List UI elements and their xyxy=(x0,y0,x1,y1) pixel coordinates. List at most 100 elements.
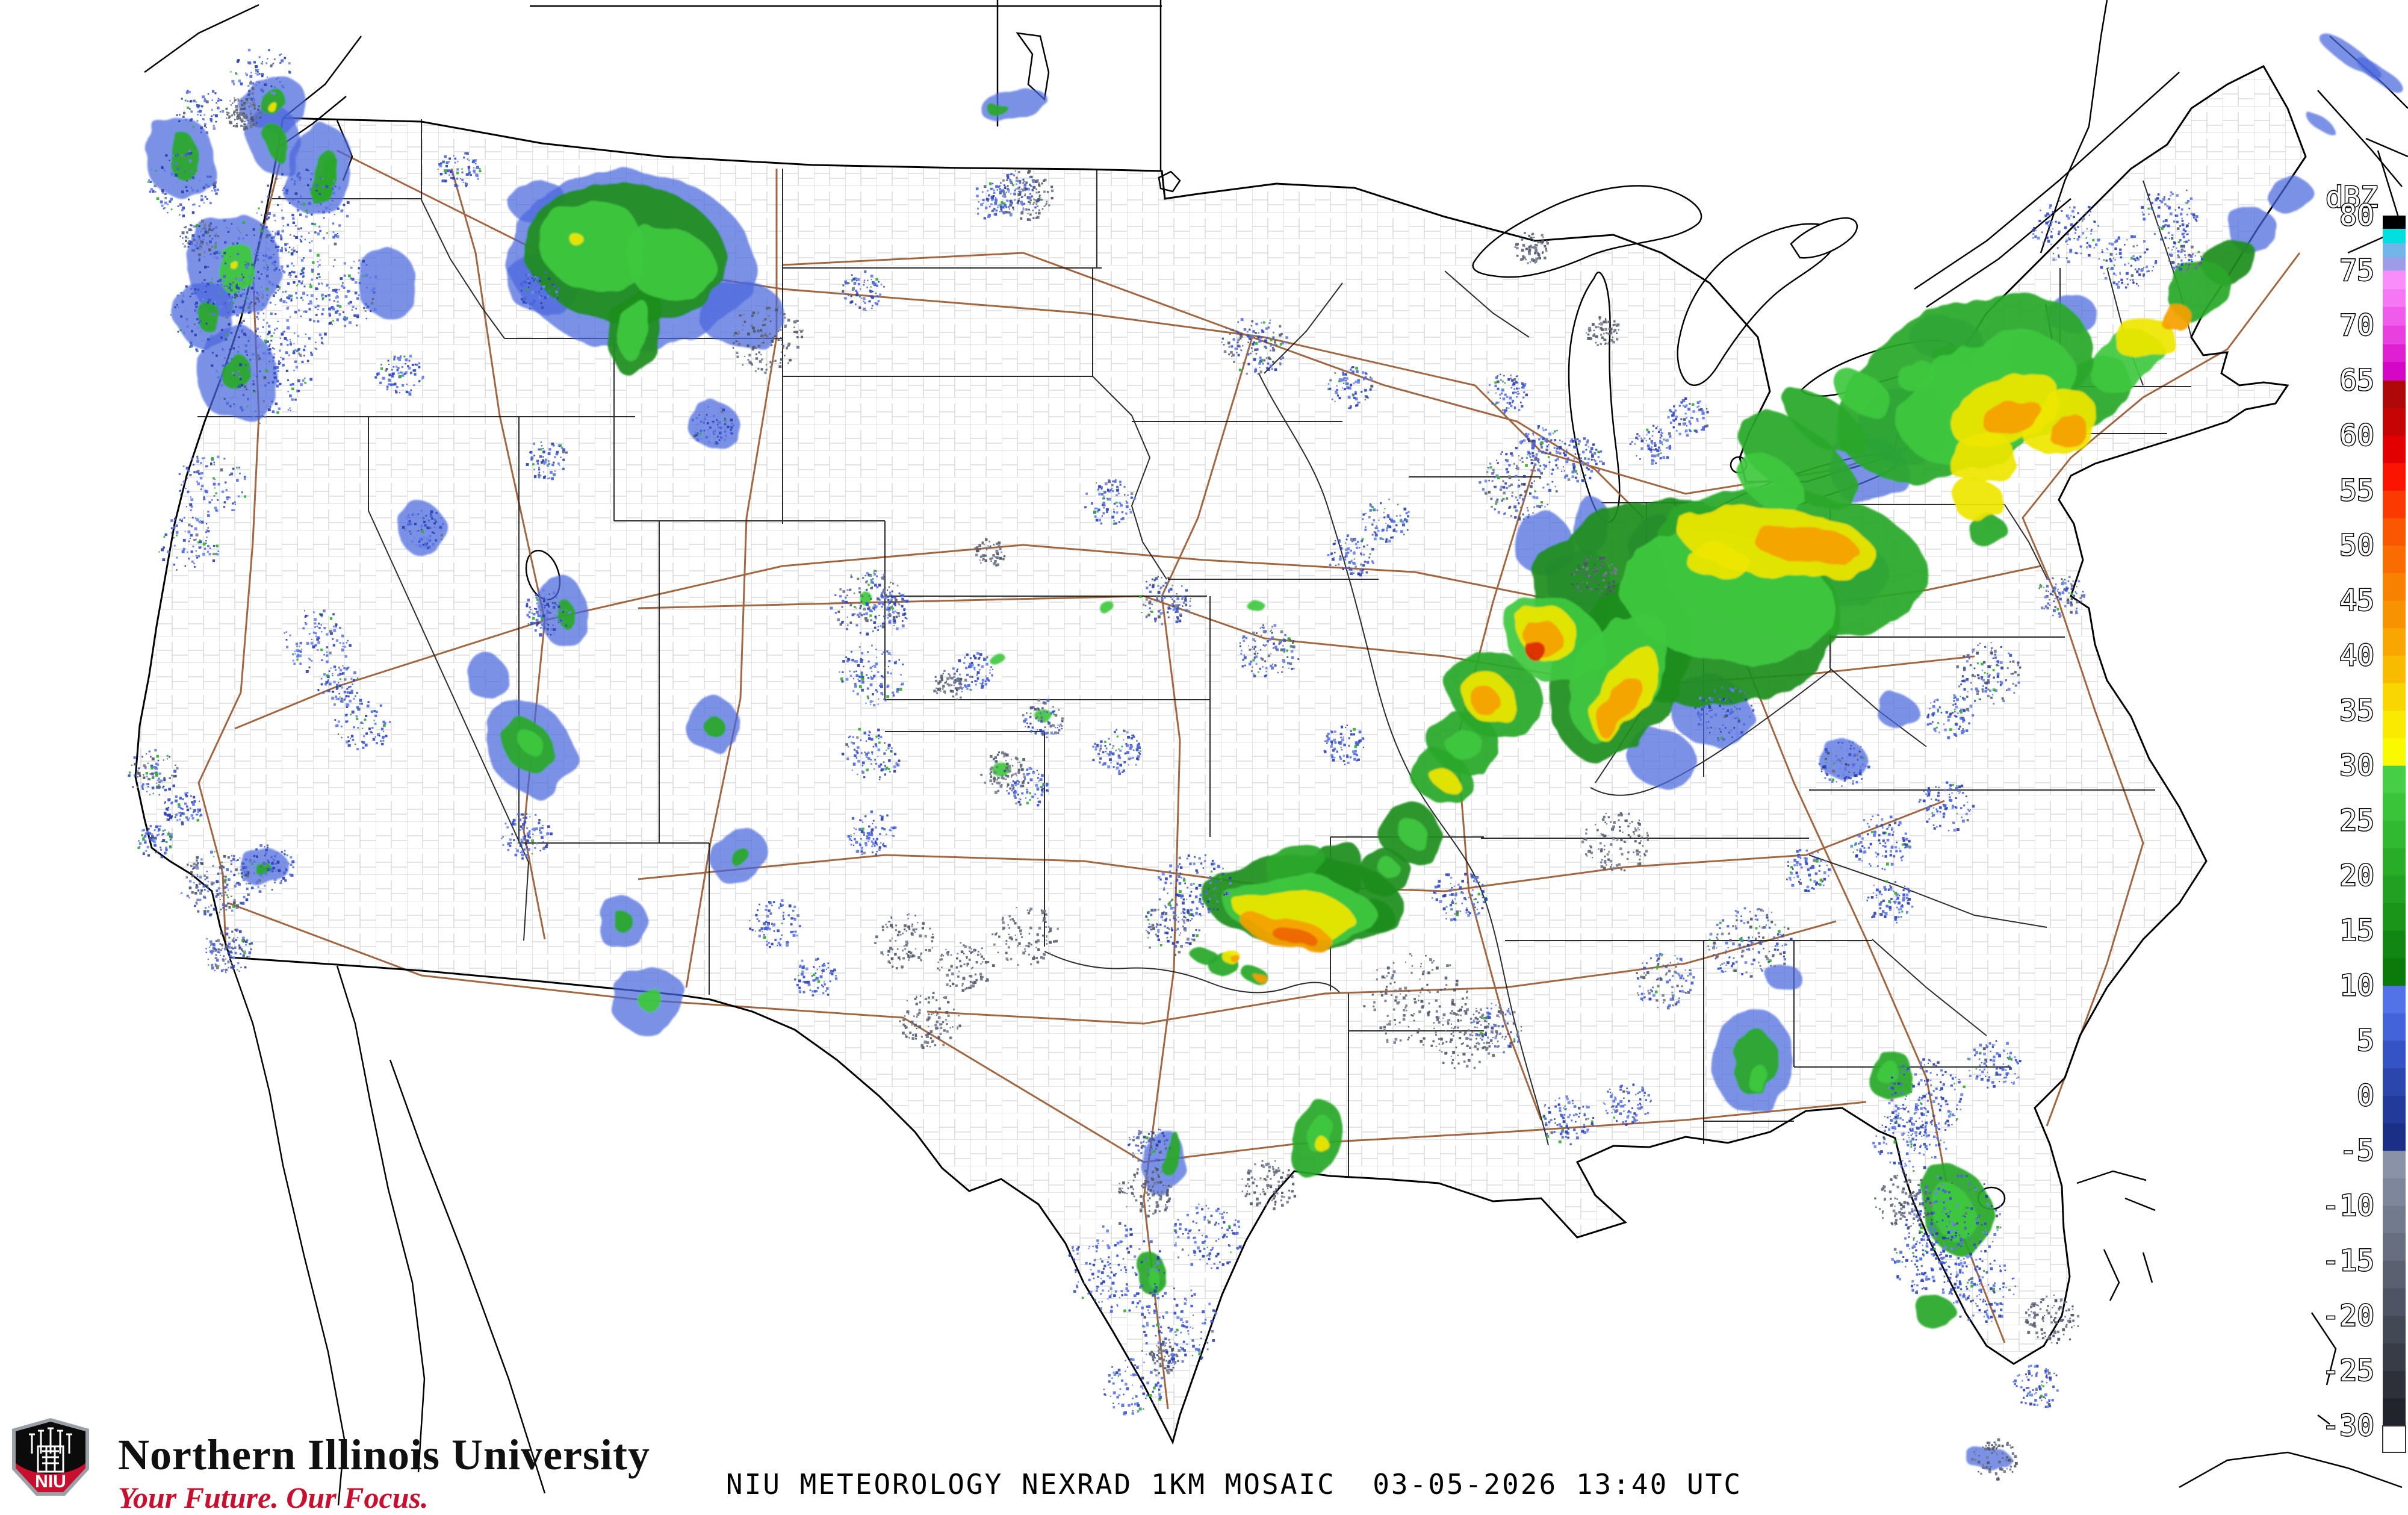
colorbar-segment xyxy=(2383,270,2406,290)
radar-echo xyxy=(1255,974,1268,984)
colorbar-segment xyxy=(2383,362,2406,382)
colorbar-tick-label: 35 xyxy=(2339,694,2374,727)
colorbar-segment xyxy=(2383,1316,2406,1344)
clutter-site xyxy=(1149,1340,1181,1375)
colorbar-segment xyxy=(2383,876,2406,904)
colorbar-below-scale xyxy=(2382,1425,2406,1453)
radar-echo xyxy=(270,102,278,114)
clutter-site xyxy=(899,992,961,1050)
colorbar-segment xyxy=(2383,289,2406,308)
clutter-site xyxy=(1874,1174,1934,1230)
radar-echo xyxy=(624,229,718,301)
clutter-site xyxy=(1887,1058,1966,1139)
clutter-site xyxy=(176,90,225,134)
radar-echo xyxy=(2266,175,2312,213)
clutter-site xyxy=(170,278,253,354)
colorbar-segment xyxy=(2383,1041,2406,1069)
clutter-site xyxy=(520,272,560,310)
clutter-site xyxy=(1487,373,1528,414)
clutter-site xyxy=(1145,901,1200,956)
clutter-site xyxy=(2025,1294,2080,1345)
radar-echo xyxy=(1269,924,1315,944)
colorbar-segment xyxy=(2383,216,2406,229)
clutter-site xyxy=(2032,200,2100,264)
clutter-site xyxy=(1891,1226,1965,1294)
colorbar-segment xyxy=(2383,1398,2406,1426)
clutter-site xyxy=(1586,316,1620,346)
colorbar-segment xyxy=(2383,228,2406,244)
clutter-site xyxy=(937,942,995,992)
clutter-site xyxy=(334,698,391,750)
colorbar-segment xyxy=(2383,573,2406,602)
clutter-site xyxy=(259,168,350,257)
radar-echo xyxy=(1471,688,1501,717)
clutter-site xyxy=(974,538,1006,567)
radar-echo xyxy=(1164,1131,1179,1177)
clutter-site xyxy=(1241,1160,1296,1210)
clutter-site xyxy=(732,305,804,375)
clutter-site xyxy=(239,844,295,893)
colorbar-tick-label: -30 xyxy=(2322,1409,2374,1443)
clutter-site xyxy=(1571,556,1618,598)
clutter-site xyxy=(1469,1003,1522,1055)
radar-echo xyxy=(703,717,725,736)
clutter-site xyxy=(1636,953,1695,1010)
clutter-site xyxy=(296,259,377,328)
clutter-site xyxy=(839,644,904,707)
clutter-site xyxy=(1158,854,1232,922)
radar-echo xyxy=(1230,955,1241,963)
colorbar-segment xyxy=(2383,683,2406,712)
radar-echo xyxy=(1953,481,2004,521)
clutter-site xyxy=(137,825,173,859)
colorbar-tick-label: 70 xyxy=(2339,309,2374,343)
lake-michigan xyxy=(1568,271,1621,523)
clutter-site xyxy=(1850,813,1911,871)
radar-echo xyxy=(2304,110,2333,133)
clutter-site xyxy=(317,665,359,706)
clutter-site xyxy=(178,455,247,517)
colorbar-segment xyxy=(2383,1288,2406,1317)
logo-tagline: Your Future. Our Focus. xyxy=(118,1481,429,1514)
radar-echo xyxy=(1736,453,1806,512)
colorbar-segment xyxy=(2383,628,2406,656)
radar-echo xyxy=(1522,639,1543,657)
colorbar-tick-label: 40 xyxy=(2339,639,2374,673)
clutter-site xyxy=(830,570,901,636)
radar-echo xyxy=(1192,948,1216,963)
clutter-site xyxy=(1084,479,1137,525)
clutter-site xyxy=(230,48,291,103)
product-caption: NIU METEOROLOGY NEXRAD 1KM MOSAIC 03-05-… xyxy=(725,1468,1743,1501)
radar-echo xyxy=(1316,1137,1329,1153)
niu-logo: NIU Northern Illinois University Your Fu… xyxy=(5,1416,650,1515)
clutter-site xyxy=(1904,1174,2002,1266)
clutter-site xyxy=(526,589,572,637)
radar-echo xyxy=(731,846,749,869)
clutter-site xyxy=(1118,1167,1173,1218)
colorbar-segment xyxy=(2383,463,2406,491)
clutter-site xyxy=(2012,1364,2059,1408)
colorbar-segment xyxy=(2383,1151,2406,1179)
colorbar-title: dBZ xyxy=(2326,181,2378,214)
colorbar-tick-label: 60 xyxy=(2339,418,2374,452)
clutter-site xyxy=(147,149,219,217)
clutter-site xyxy=(1092,729,1141,776)
radar-echo xyxy=(1630,732,1696,788)
colorbar-segment xyxy=(2383,490,2406,519)
colorbar-segment xyxy=(2383,518,2406,547)
radar-echo xyxy=(1832,367,1891,418)
radar-echo xyxy=(260,86,284,117)
colorbar-segment xyxy=(2383,1233,2406,1261)
colorbar-tick-label: 75 xyxy=(2339,254,2374,287)
radar-echo xyxy=(1144,1266,1157,1284)
clutter-site xyxy=(1866,880,1914,924)
clutter-site xyxy=(2167,239,2204,273)
clutter-site xyxy=(225,96,262,131)
radar-echo xyxy=(465,653,505,698)
radar-echo xyxy=(254,861,271,876)
radar-echo xyxy=(399,502,444,555)
colorbar-segment xyxy=(2383,986,2406,1014)
clutter-site xyxy=(975,182,1007,220)
clutter-site xyxy=(1139,576,1191,626)
colorbar-segment xyxy=(2383,821,2406,849)
clutter-site xyxy=(180,850,250,916)
